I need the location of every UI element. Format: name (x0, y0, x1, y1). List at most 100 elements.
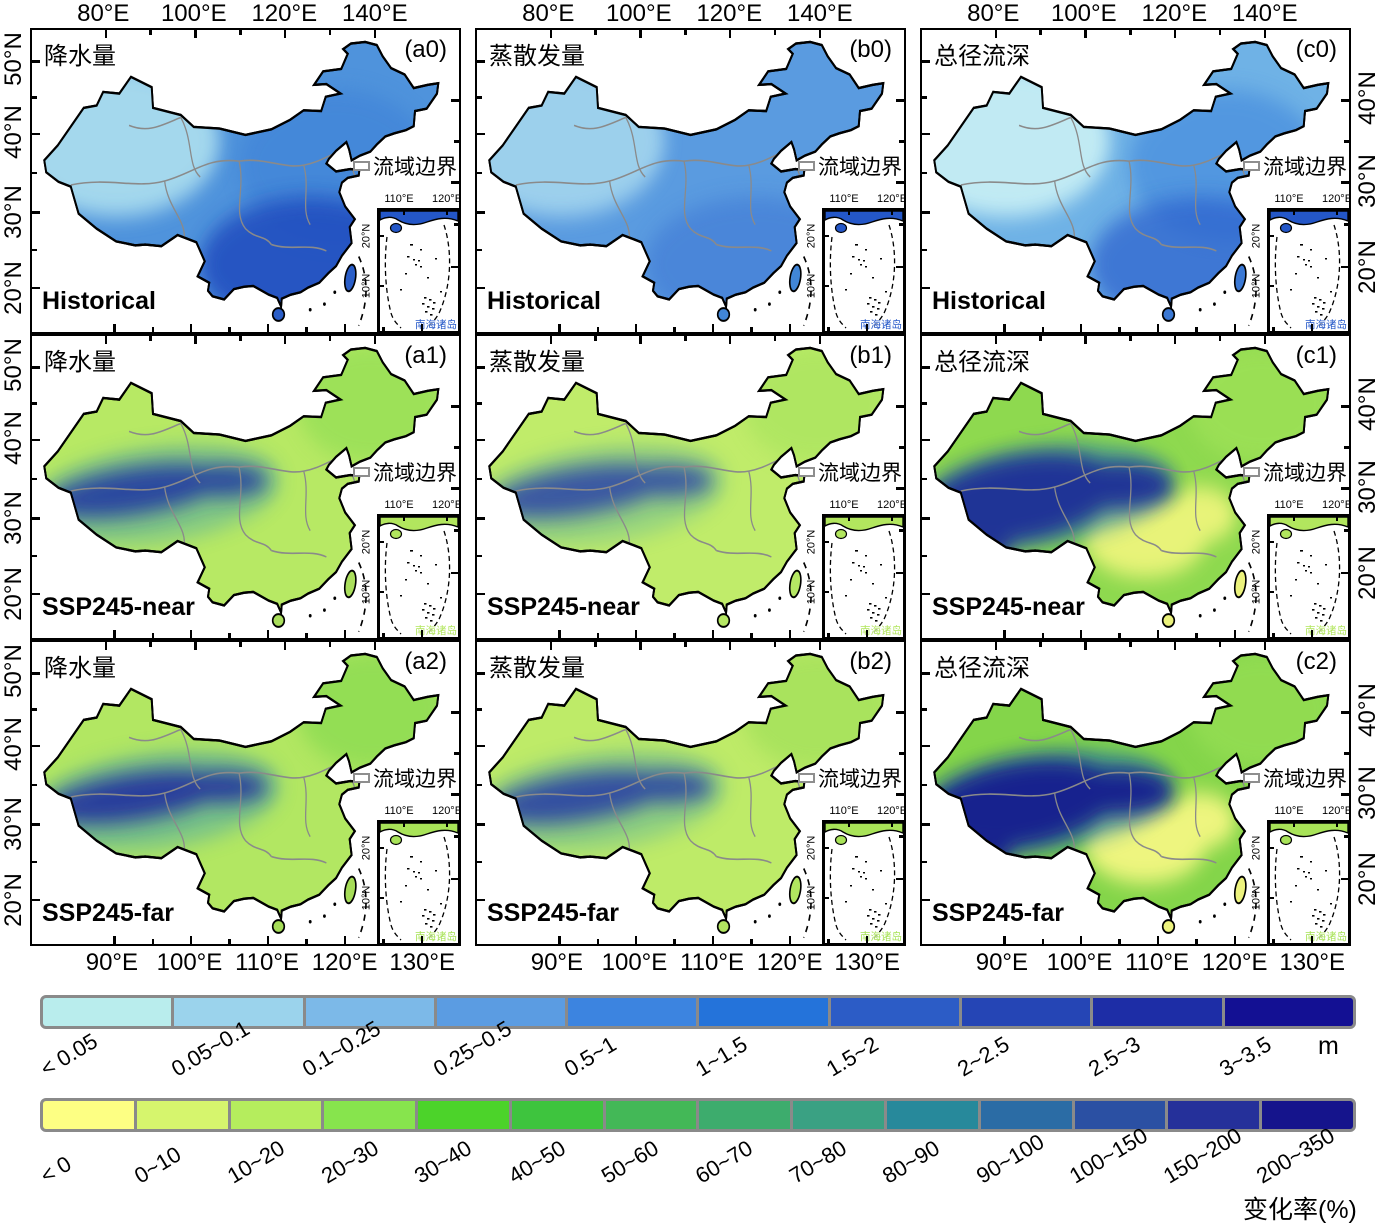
axis-tick (1218, 642, 1222, 647)
axis-tick (32, 402, 37, 405)
map-panel-a0: 降水量 (a0) 流域边界 Historical 110°E 120°E 20°… (30, 28, 461, 334)
south-china-sea-inset: 110°E 120°E 20°N 10°N (357, 192, 459, 332)
axis-tick (189, 936, 193, 944)
colorbar-segment-label: 2.5~3 (1084, 1031, 1145, 1082)
axis-tick (896, 99, 904, 102)
axis-tick (239, 642, 242, 647)
axis-tick (32, 211, 40, 214)
colorbar-segment-label: 60~70 (691, 1135, 757, 1189)
colorbar-segment (980, 1101, 1072, 1129)
colorbar-segment-label: 1.5~2 (822, 1031, 883, 1082)
left-axis-row0: 50°N 40°N 30°N 20°N (0, 28, 28, 334)
axis-tick (32, 132, 40, 136)
latitude-label: 40°N (0, 411, 27, 465)
axis-tick (113, 936, 116, 944)
axis-tick (1039, 642, 1042, 647)
inset-caption: 南海诸岛 (1305, 318, 1347, 331)
axis-tick (239, 30, 242, 35)
scenario-label: SSP245-near (487, 593, 640, 621)
axis-tick (1341, 405, 1349, 408)
axis-tick (305, 939, 308, 944)
axis-tick (639, 336, 642, 344)
axis-tick (451, 571, 459, 575)
axis-tick (283, 30, 287, 38)
longitude-label: 110°E (1125, 949, 1189, 976)
basin-boundary-symbol (798, 160, 815, 171)
colorbar-segment-label: 50~60 (597, 1135, 664, 1189)
axis-tick (673, 939, 676, 944)
basin-boundary-symbol (353, 466, 370, 477)
china-map (933, 652, 1330, 939)
axis-tick (922, 366, 930, 369)
axis-tick (711, 324, 715, 332)
axis-tick (454, 752, 459, 755)
axis-tick (477, 248, 482, 252)
longitude-label: 130°E (834, 949, 901, 976)
colorbar-segment-label: < 0.05 (36, 1028, 102, 1082)
axis-tick (1218, 30, 1222, 35)
inset-dash-line-right (426, 224, 451, 329)
south-china-sea-inset: 110°E 120°E 20°N 10°N (1247, 498, 1349, 638)
inset-dash-line-right (871, 530, 896, 635)
axis-tick (1341, 487, 1349, 490)
inset-map (825, 823, 903, 941)
axis-tick (454, 529, 459, 532)
variable-label: 蒸散发量 (489, 349, 585, 376)
inset-coastline (825, 211, 903, 226)
map-panel-a1: 降水量 (a1) 流域边界 SSP245-near 110°E 120°E 20… (30, 334, 461, 640)
variable-label: 总径流深 (934, 349, 1030, 376)
basin-boundary-symbol (353, 772, 370, 783)
inset-coastline (380, 211, 458, 226)
inset-tick-20n: 20°N (1250, 835, 1263, 861)
latitude-label: 40°N (1354, 377, 1381, 432)
axis-tick (194, 336, 197, 344)
axis-tick (32, 898, 40, 902)
axis-tick (1118, 939, 1121, 944)
axis-tick (594, 30, 597, 35)
colorbar-segment-label: 10~20 (223, 1135, 289, 1189)
axis-tick (558, 324, 561, 332)
axis-tick (827, 327, 830, 332)
inset-tick-120e: 120°E (876, 805, 906, 817)
inset-hainan-island (389, 528, 403, 540)
inset-islands (845, 550, 887, 622)
panel-id-label: (c2) (1295, 648, 1337, 675)
basin-boundary-label: 流域边界 (373, 461, 457, 485)
latitude-label: 20°N (0, 261, 27, 315)
inset-hainan-island (1279, 222, 1293, 234)
axis-tick (194, 642, 197, 650)
colorbar-segment-label: 90~100 (971, 1128, 1049, 1189)
axis-tick (865, 630, 869, 638)
axis-tick (32, 60, 40, 63)
axis-tick (32, 248, 37, 252)
scenario-label: SSP245-near (42, 593, 195, 621)
colorbar-segment (230, 1101, 322, 1129)
inset-caption: 南海诸岛 (860, 318, 902, 331)
axis-tick (477, 477, 482, 481)
inset-map-box: 南海诸岛 (1267, 514, 1349, 638)
axis-tick (228, 327, 231, 332)
inset-islands (400, 856, 442, 928)
south-china-sea-inset: 110°E 120°E 20°N 10°N (802, 498, 904, 638)
axis-tick (684, 642, 687, 647)
inset-coastline (1270, 823, 1348, 838)
axis-tick (477, 592, 485, 596)
axis-tick (899, 223, 904, 226)
colorbar-change-rate-labels: < 0 0~10 10~20 20~30 30~40 40~50 50~60 60~70 70~… (36, 1123, 1350, 1213)
colorbar-segment-label: 70~80 (784, 1135, 851, 1189)
axis-tick (1118, 633, 1121, 638)
axis-tick (1344, 752, 1349, 755)
axis-tick (477, 708, 482, 711)
inset-map (380, 823, 458, 941)
inset-coastline (380, 823, 458, 838)
inset-dash-line-left (384, 236, 402, 329)
inset-coastline (1270, 211, 1348, 226)
colorbar-segment-label: 40~50 (503, 1135, 570, 1189)
inset-dash-line-right (426, 836, 451, 941)
colorbar-depth-unit: m (1318, 1032, 1339, 1060)
scenario-label: Historical (487, 287, 601, 315)
longitude-label: 120°E (251, 0, 318, 27)
maps-grid: 降水量 (a0) 流域边界 Historical 110°E 120°E 20°… (30, 28, 1351, 946)
scenario-label: SSP245-far (42, 899, 175, 927)
latitude-label: 40°N (0, 105, 27, 159)
